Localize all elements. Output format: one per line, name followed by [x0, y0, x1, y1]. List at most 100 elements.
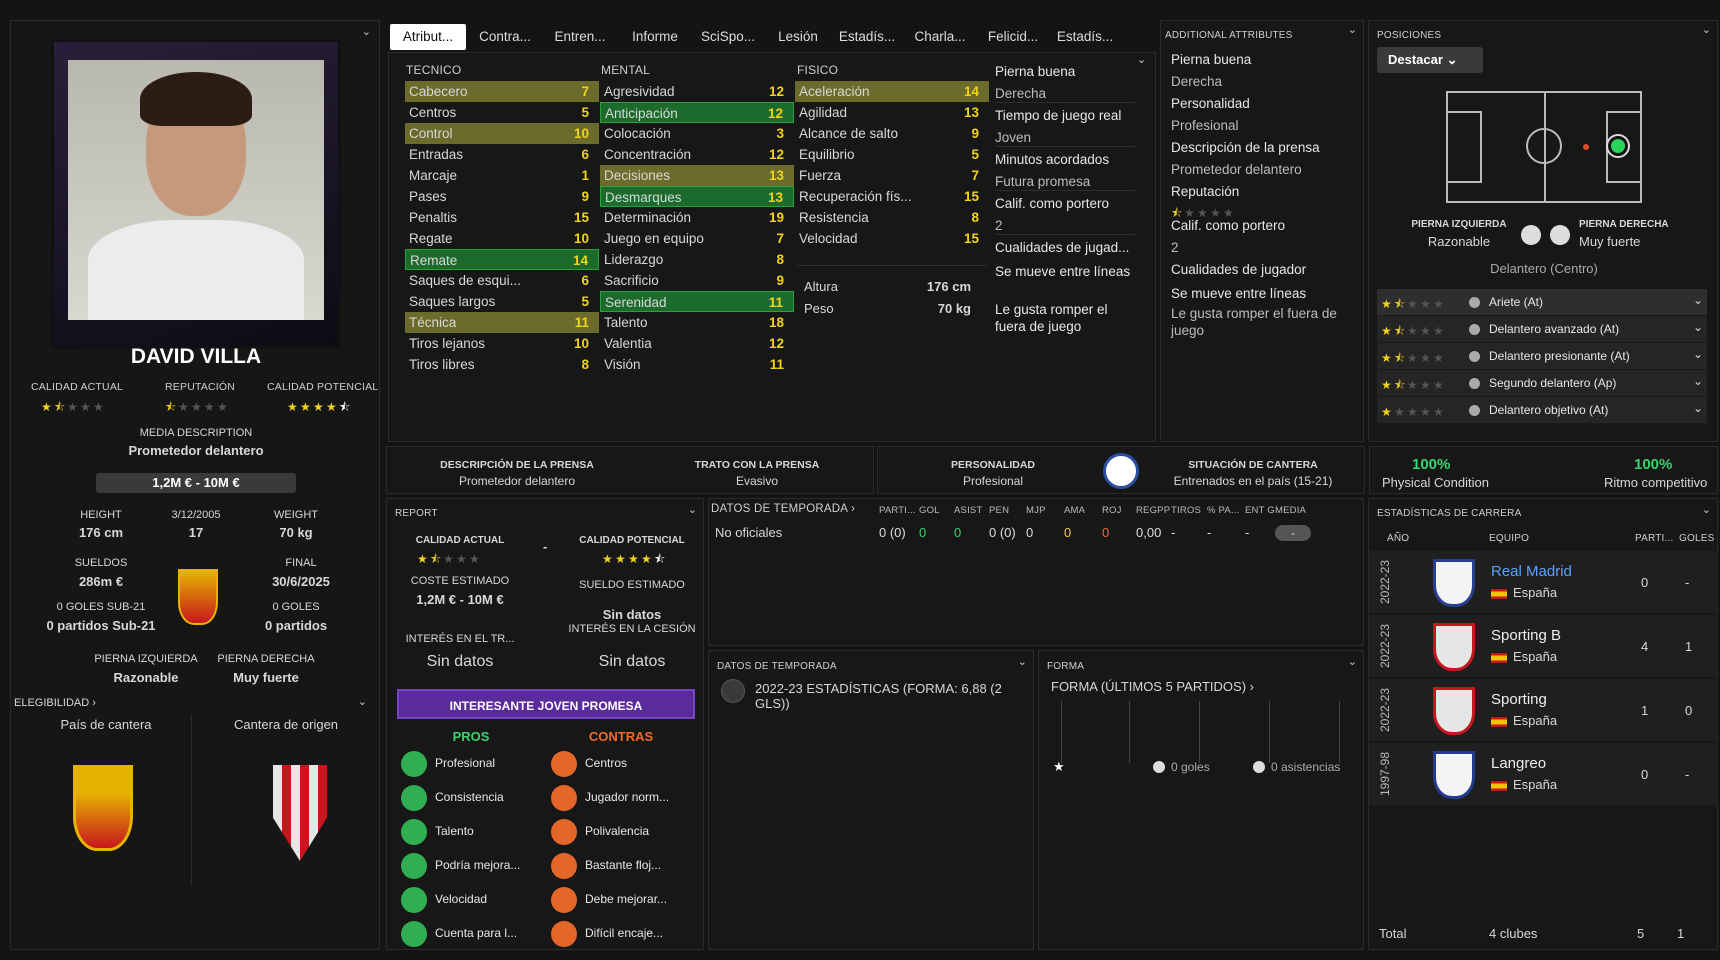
role-row[interactable]: ★ ⯪ ★ ★ ★ Delantero avanzado (At) ⌄ — [1377, 316, 1707, 343]
attribute-row[interactable]: Sacrificio 9 — [600, 270, 794, 291]
career-total-label: Total — [1379, 926, 1407, 941]
attribute-row[interactable]: Juego en equipo 7 — [600, 228, 794, 249]
attribute-row[interactable]: Remate 14 — [405, 249, 599, 270]
attribute-row[interactable]: Penaltis 15 — [405, 207, 599, 228]
season-title-link[interactable]: DATOS DE TEMPORADA › — [711, 503, 855, 515]
attribute-row[interactable]: Entradas 6 — [405, 144, 599, 165]
tab-scisports[interactable]: SciSpo... — [700, 29, 756, 44]
season-value: 0 — [1064, 525, 1072, 540]
highlight-dropdown[interactable]: Destacar ⌄ — [1377, 47, 1483, 73]
chevron-down-icon[interactable]: ⌄ — [1692, 293, 1703, 307]
star-icon: ⯪ — [654, 552, 666, 566]
form-chevron-icon[interactable]: ⌄ — [1347, 656, 1357, 668]
role-row[interactable]: ★ ⯪ ★ ★ ★ Ariete (At) ⌄ — [1377, 289, 1707, 316]
additional-title: ADDITIONAL ATTRIBUTES — [1165, 30, 1293, 41]
report-chevron-icon[interactable]: ⌄ — [687, 504, 697, 516]
chevron-down-icon[interactable]: ⌄ — [1692, 320, 1703, 334]
chevron-down-icon[interactable]: ⌄ — [1692, 347, 1703, 361]
role-row[interactable]: ★ ⯪ ★ ★ ★ Segundo delantero (Ap) ⌄ — [1377, 370, 1707, 397]
attribute-row[interactable]: Saques largos 5 — [405, 291, 599, 312]
eligibility-link[interactable]: ELEGIBILIDAD › — [14, 697, 96, 709]
attribute-value: 15 — [963, 231, 979, 246]
attribute-row[interactable]: Pases 9 — [405, 186, 599, 207]
chevron-right-icon: › — [1249, 679, 1254, 694]
attribute-row[interactable]: Serenidad 11 — [600, 291, 794, 312]
tab-happiness[interactable]: Felicid... — [987, 29, 1039, 44]
extras-chevron-icon[interactable]: ⌄ — [1137, 54, 1147, 66]
attribute-row[interactable]: Alcance de salto 9 — [795, 123, 989, 144]
attribute-row[interactable]: Talento 18 — [600, 312, 794, 333]
attribute-row[interactable]: Valentia 12 — [600, 333, 794, 354]
attribute-row[interactable]: Agresividad 12 — [600, 81, 794, 102]
info-icon[interactable] — [1469, 405, 1480, 416]
attribute-row[interactable]: Agilidad 13 — [795, 102, 989, 123]
attribute-row[interactable]: Decisiones 13 — [600, 165, 794, 186]
career-year: 2022-23 — [1378, 559, 1393, 605]
attribute-row[interactable]: Fuerza 7 — [795, 165, 989, 186]
club-name[interactable]: Real Madrid — [1491, 563, 1572, 580]
eligibility-chevron-icon[interactable]: ⌄ — [357, 696, 367, 708]
attribute-row[interactable]: Colocación 3 — [600, 123, 794, 144]
tab-stats[interactable]: Estadís... — [838, 29, 896, 44]
attribute-row[interactable]: Desmarques 13 — [600, 186, 794, 207]
attribute-row[interactable]: Determinación 19 — [600, 207, 794, 228]
tab-talk[interactable]: Charla... — [914, 29, 966, 44]
altura-value: 176 cm — [926, 279, 971, 294]
rep-stars: ⯪ ★ ★ ★ ★ — [165, 399, 230, 414]
attribute-name: Desmarques — [605, 190, 682, 205]
attribute-row[interactable]: Visión 11 — [600, 354, 794, 375]
right-foot-label: PIERNA DERECHA — [217, 653, 315, 665]
tab-training[interactable]: Entren... — [554, 29, 606, 44]
attribute-value: 10 — [573, 231, 589, 246]
form-title: FORMA — [1047, 661, 1085, 672]
info-icon[interactable] — [1469, 351, 1480, 362]
attribute-row[interactable]: Control 10 — [405, 123, 599, 144]
tab-injury[interactable]: Lesión — [778, 29, 818, 44]
career-row[interactable]: 2022-23 Real Madrid España 0 - — [1369, 551, 1717, 613]
club-name[interactable]: Langreo — [1491, 755, 1547, 772]
role-row[interactable]: ★ ★ ★ ★ ★ Delantero objetivo (At) ⌄ — [1377, 397, 1707, 424]
tab-contract[interactable]: Contra... — [479, 29, 531, 44]
attribute-row[interactable]: Técnica 11 — [405, 312, 599, 333]
attribute-row[interactable]: Resistencia 8 — [795, 207, 989, 228]
club-name[interactable]: Sporting B — [1491, 627, 1562, 644]
attribute-row[interactable]: Cabecero 7 — [405, 81, 599, 102]
attribute-row[interactable]: Recuperación fís... 15 — [795, 186, 989, 207]
career-chevron-icon[interactable]: ⌄ — [1701, 504, 1711, 516]
profile-menu-chevron-icon[interactable]: ⌄ — [361, 26, 371, 38]
info-icon[interactable] — [1469, 297, 1480, 308]
positions-chevron-icon[interactable]: ⌄ — [1701, 24, 1711, 36]
trait-label: Podría mejora... — [435, 858, 521, 872]
career-row[interactable]: 1997-98 Langreo España 0 - — [1369, 743, 1717, 805]
season2-chevron-icon[interactable]: ⌄ — [1017, 656, 1027, 668]
attribute-row[interactable]: Centros 5 — [405, 102, 599, 123]
club-name[interactable]: Sporting — [1491, 691, 1547, 708]
tab-attributes[interactable]: Atribut... — [390, 24, 466, 50]
career-row[interactable]: 2022-23 Sporting España 1 0 — [1369, 679, 1717, 741]
role-row[interactable]: ★ ⯪ ★ ★ ★ Delantero presionante (At) ⌄ — [1377, 343, 1707, 370]
attribute-row[interactable]: Tiros lejanos 10 — [405, 333, 599, 354]
attribute-row[interactable]: Aceleración 14 — [795, 81, 989, 102]
attribute-value: 7 — [971, 168, 979, 183]
attribute-row[interactable]: Concentración 12 — [600, 144, 794, 165]
career-row[interactable]: 2022-23 Sporting B España 4 1 — [1369, 615, 1717, 677]
attribute-value: 13 — [768, 168, 784, 183]
attribute-row[interactable]: Regate 10 — [405, 228, 599, 249]
info-icon[interactable] — [1469, 378, 1480, 389]
form-sub-link[interactable]: FORMA (ÚLTIMOS 5 PARTIDOS) › — [1051, 679, 1254, 694]
info-icon[interactable] — [1469, 324, 1480, 335]
attribute-row[interactable]: Tiros libres 8 — [405, 354, 599, 375]
attribute-row[interactable]: Liderazgo 8 — [600, 249, 794, 270]
tab-stats-2[interactable]: Estadís... — [1056, 29, 1114, 44]
additional-chevron-icon[interactable]: ⌄ — [1347, 24, 1357, 36]
main-position-marker-icon[interactable] — [1608, 136, 1628, 156]
chevron-down-icon[interactable]: ⌄ — [1692, 374, 1703, 388]
attribute-row[interactable]: Equilibrio 5 — [795, 144, 989, 165]
attribute-row[interactable]: Saques de esqui... 6 — [405, 270, 599, 291]
attribute-row[interactable]: Anticipación 12 — [600, 102, 794, 123]
attribute-row[interactable]: Marcaje 1 — [405, 165, 599, 186]
attribute-row[interactable]: Velocidad 15 — [795, 228, 989, 249]
chevron-down-icon[interactable]: ⌄ — [1692, 401, 1703, 415]
star-icon: ★ — [1381, 351, 1392, 365]
tab-report[interactable]: Informe — [632, 29, 678, 44]
